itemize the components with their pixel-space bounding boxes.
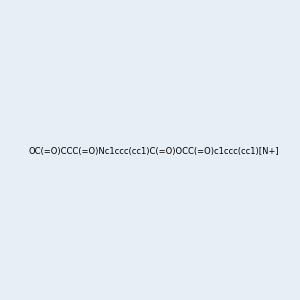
Text: OC(=O)CCC(=O)Nc1ccc(cc1)C(=O)OCC(=O)c1ccc(cc1)[N+]: OC(=O)CCC(=O)Nc1ccc(cc1)C(=O)OCC(=O)c1cc… [28,147,279,156]
